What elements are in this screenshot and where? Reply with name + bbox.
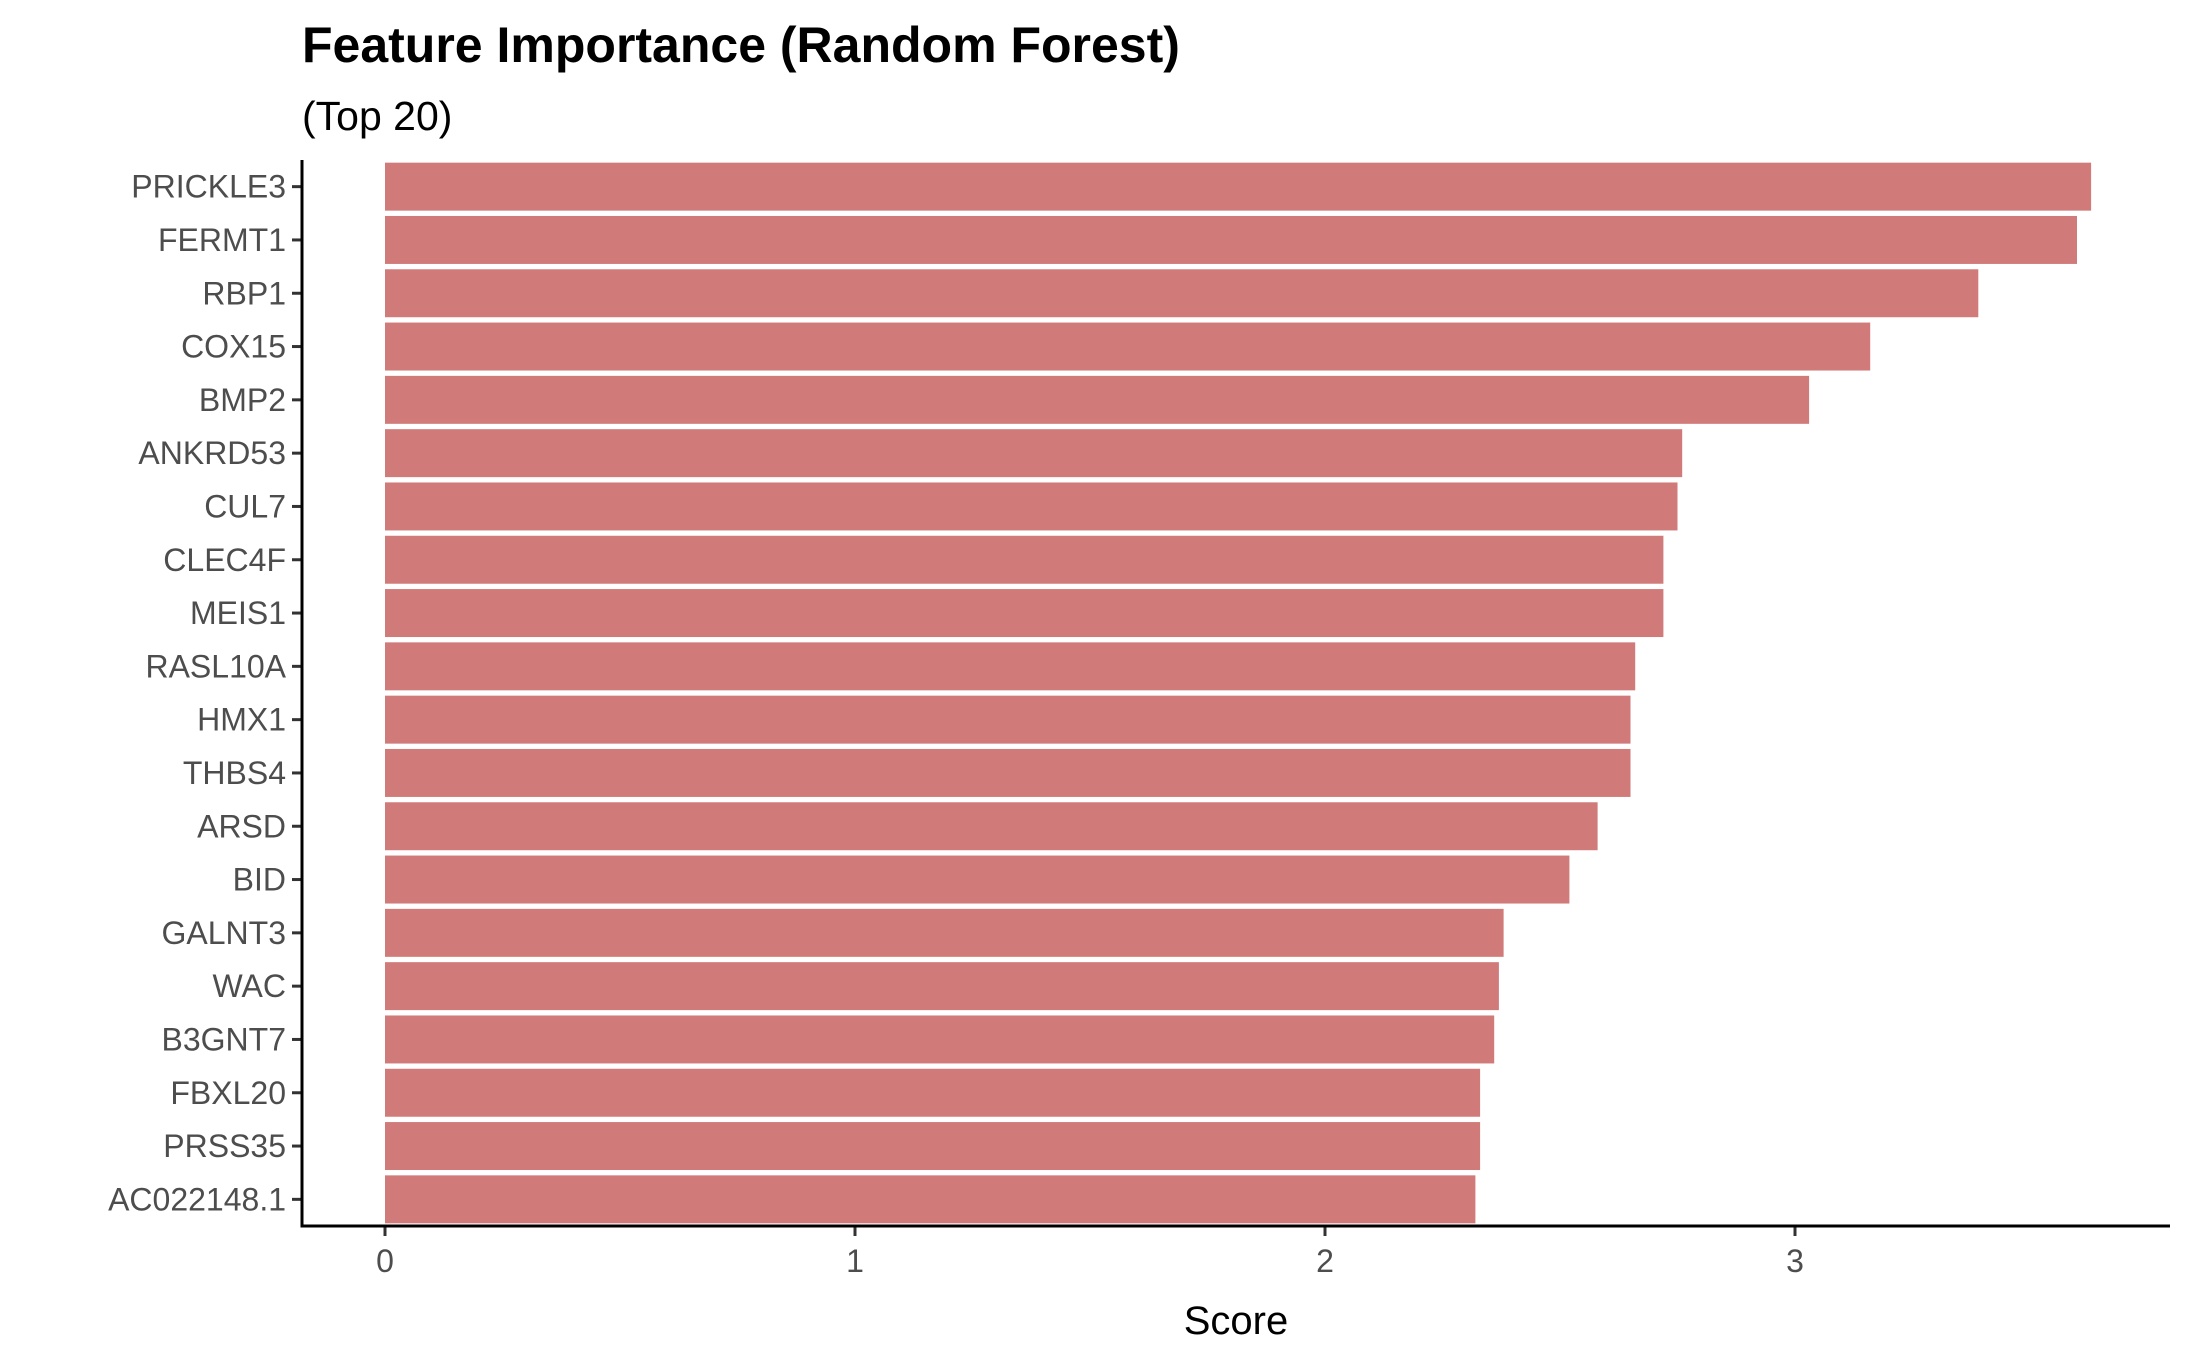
bar-ankrd53 [385, 429, 1683, 478]
bar-meis1 [385, 589, 1664, 638]
bar-prss35 [385, 1122, 1481, 1171]
bars-group [385, 162, 2092, 1224]
bar-clec4f [385, 535, 1664, 584]
bar-hmx1 [385, 695, 1631, 744]
y-tick-label: THBS4 [183, 755, 286, 791]
bar-wac [385, 962, 1499, 1011]
y-tick-label: BMP2 [199, 382, 286, 418]
y-tick-label: ARSD [197, 808, 286, 844]
y-tick-label: GALNT3 [162, 915, 286, 951]
y-tick-label: RASL10A [145, 648, 286, 684]
bar-b3gnt7 [385, 1015, 1495, 1064]
bar-ac022148-1 [385, 1175, 1476, 1224]
x-tick-label: 1 [846, 1243, 864, 1279]
bar-bmp2 [385, 375, 1810, 424]
x-tick-label: 3 [1786, 1243, 1804, 1279]
y-tick-label: MEIS1 [190, 595, 286, 631]
bar-arsd [385, 802, 1598, 851]
chart-subtitle: (Top 20) [302, 93, 452, 139]
y-tick-label: CLEC4F [163, 542, 286, 578]
y-tick-label: AC022148.1 [108, 1181, 286, 1217]
chart-title: Feature Importance (Random Forest) [302, 17, 1180, 73]
bar-galnt3 [385, 908, 1504, 957]
bar-cul7 [385, 482, 1678, 531]
bar-rasl10a [385, 642, 1636, 691]
y-tick-label: ANKRD53 [138, 435, 286, 471]
bar-prickle3 [385, 162, 2092, 211]
bar-cox15 [385, 322, 1871, 371]
x-tick-label: 0 [376, 1243, 394, 1279]
y-tick-label: COX15 [181, 329, 286, 365]
x-axis-label: Score [1184, 1299, 1289, 1343]
bar-fermt1 [385, 215, 2077, 264]
y-tick-label: FERMT1 [158, 222, 286, 258]
y-axis-ticks: PRICKLE3 FERMT1 RBP1 COX15 BMP2 ANKRD53 CUL7 CL… [108, 169, 302, 1217]
bar-thbs4 [385, 748, 1631, 797]
bar-rbp1 [385, 269, 1979, 318]
y-tick-label: HMX1 [197, 702, 286, 738]
y-tick-label: FBXL20 [170, 1075, 286, 1111]
bar-fbxl20 [385, 1068, 1481, 1117]
y-tick-label: B3GNT7 [162, 1021, 286, 1057]
y-tick-label: CUL7 [204, 488, 286, 524]
y-tick-label: RBP1 [202, 275, 286, 311]
y-tick-label: BID [233, 862, 286, 898]
x-tick-label: 2 [1316, 1243, 1334, 1279]
y-tick-label: PRSS35 [163, 1128, 286, 1164]
y-tick-label: PRICKLE3 [131, 169, 286, 205]
y-tick-label: WAC [213, 968, 286, 1004]
bar-bid [385, 855, 1570, 904]
x-axis-ticks: 0 1 2 3 [376, 1226, 1804, 1279]
